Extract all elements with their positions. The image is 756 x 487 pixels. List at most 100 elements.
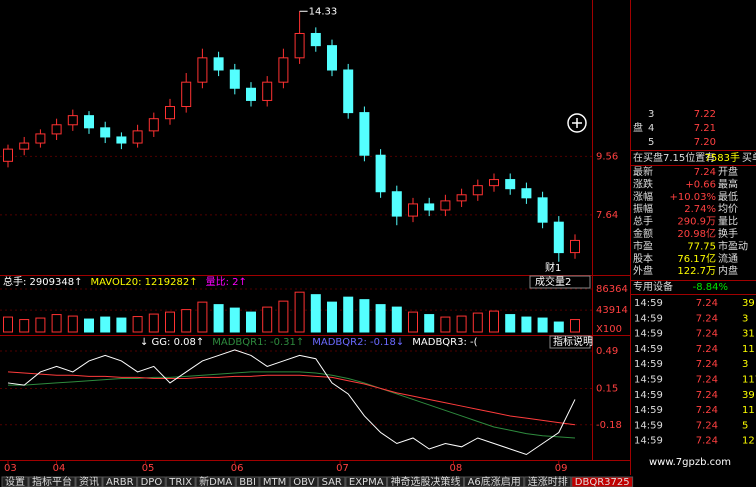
candle-body	[213, 57, 224, 71]
volume-bar	[505, 314, 516, 333]
volume-header: 总手: 2909348↑	[3, 275, 82, 288]
stat-label: 开盘	[718, 165, 738, 178]
trade-price: 7.24	[696, 344, 718, 355]
stat-label: 金额	[633, 227, 653, 240]
candle-body	[391, 191, 402, 217]
panel-button[interactable]	[549, 335, 591, 349]
tab[interactable]	[259, 476, 290, 487]
candle-body	[148, 118, 159, 132]
stat-value: 20.98亿	[677, 227, 716, 240]
trade-time: 14:59	[634, 329, 663, 340]
tab[interactable]	[75, 476, 103, 487]
x-tick-label: 07	[336, 463, 349, 474]
volume-bar	[391, 306, 402, 333]
tab-label: ARBR	[106, 477, 134, 487]
trade-price: 7.24	[696, 390, 718, 401]
unit-label: X100	[596, 324, 622, 335]
volume-bar	[310, 294, 321, 333]
candle-body	[181, 81, 192, 108]
panel-button[interactable]	[529, 275, 591, 289]
x-tick-label: 06	[231, 463, 244, 474]
stat-label: 最高	[718, 177, 738, 190]
trade-time: 14:59	[634, 405, 663, 416]
x-tick-label: 08	[450, 463, 463, 474]
trade-volume: 12	[742, 436, 755, 447]
volume-bar	[181, 309, 192, 333]
volume-bar	[359, 299, 370, 333]
trade-price: 7.24	[696, 405, 718, 416]
notice: 买单	[742, 152, 756, 164]
notice: 在买盘7.15位置有	[633, 151, 715, 164]
tab[interactable]	[1, 476, 29, 487]
tab-label: DPO	[141, 477, 163, 487]
order-price: 7.20	[694, 137, 716, 148]
volume-bar	[132, 316, 143, 333]
indicator-header: ↓ GG: 0.08↑	[140, 337, 204, 348]
volume-bar	[197, 301, 208, 333]
indicator-line	[7, 371, 576, 426]
tab[interactable]	[137, 476, 166, 487]
tab[interactable]	[28, 476, 76, 487]
tab-label: A6底涨启用	[468, 475, 521, 487]
order-level: 3	[648, 109, 654, 120]
trade-volume: 31	[742, 329, 755, 340]
trade-time: 14:59	[634, 359, 663, 370]
volume-bar	[456, 315, 467, 333]
candle-body	[505, 179, 516, 190]
indicator-line	[7, 349, 576, 456]
candle-body	[294, 32, 305, 59]
tab[interactable]	[235, 476, 260, 487]
tab[interactable]	[345, 476, 388, 487]
trade-volume: 11	[742, 344, 755, 355]
x-tick-label: 09	[555, 463, 568, 474]
volume-header: MAVOL20: 1219282↑	[90, 277, 197, 288]
stat-label: 外盘	[633, 264, 653, 277]
trade-volume: 3	[742, 359, 748, 370]
trade-time: 14:59	[634, 298, 663, 309]
volume-bar	[213, 304, 224, 333]
volume-bar	[3, 316, 13, 333]
order-side: 盘	[633, 121, 643, 134]
volume-bar	[100, 316, 111, 333]
candle-body	[553, 221, 564, 254]
candle-body	[132, 130, 143, 144]
volume-bar	[521, 316, 532, 333]
candle-body	[229, 69, 240, 89]
trade-volume: 5	[742, 420, 748, 431]
tab-label: 新DMA	[199, 475, 232, 487]
trade-price: 7.24	[696, 359, 718, 370]
candle-body	[278, 57, 289, 83]
candle-body	[262, 81, 273, 101]
tab[interactable]	[102, 476, 138, 487]
tab[interactable]	[464, 476, 525, 487]
volume-bar	[489, 310, 499, 333]
tab[interactable]	[195, 476, 236, 487]
tab[interactable]	[289, 476, 319, 487]
tab-label: BBI	[239, 477, 256, 487]
candle-body	[343, 69, 354, 114]
volume-bar	[246, 311, 256, 333]
volume-bar	[148, 313, 159, 333]
tab[interactable]	[318, 476, 346, 487]
volume-bar	[51, 314, 62, 333]
trade-price: 7.24	[696, 313, 718, 324]
volume-bar	[472, 312, 483, 333]
volume-bar	[553, 321, 564, 333]
crosshair-icon[interactable]	[567, 113, 587, 133]
volume-bar	[440, 316, 451, 333]
tab-label: 设置	[5, 476, 25, 487]
tab[interactable]	[165, 476, 196, 487]
stat-label: 均价	[718, 203, 738, 215]
stat-value: 76.17亿	[677, 252, 716, 265]
tab[interactable]	[524, 476, 572, 487]
tab[interactable]	[571, 476, 634, 487]
stat-label: 振幅	[633, 202, 653, 215]
order-level: 5	[648, 137, 654, 148]
y-tick-label: 43914	[596, 305, 628, 316]
trade-price: 7.24	[696, 329, 718, 340]
candle-body	[472, 185, 483, 196]
candle-body	[570, 239, 580, 254]
annotation: 财1	[545, 261, 561, 274]
tab[interactable]	[387, 476, 465, 487]
y-tick-label: 7.64	[596, 210, 618, 221]
